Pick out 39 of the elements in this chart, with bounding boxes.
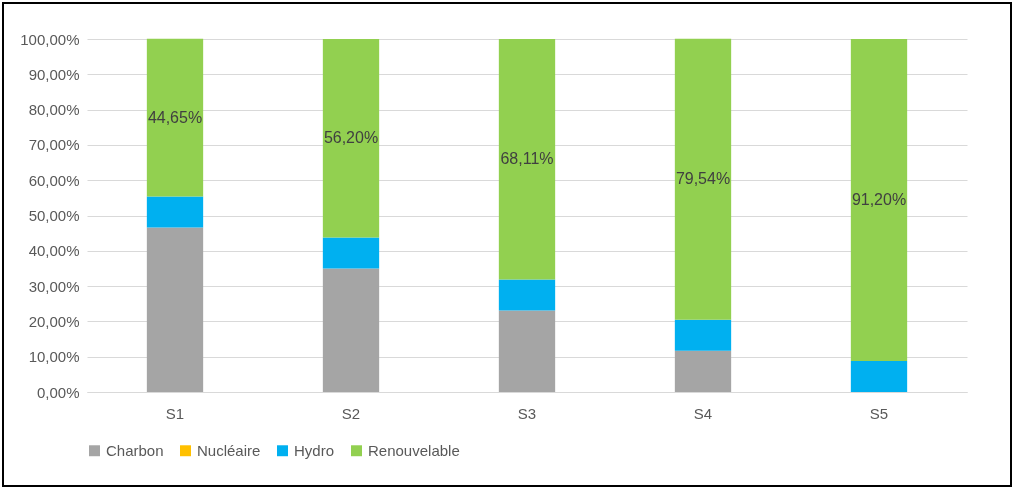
bar <box>146 38 204 197</box>
bar <box>498 38 556 280</box>
legend-label: Charbon <box>106 441 164 459</box>
y-tick-label: 20,00% <box>28 312 80 330</box>
bar <box>322 39 380 238</box>
bar <box>674 319 732 351</box>
data-label: 44,65% <box>147 108 203 126</box>
y-tick-label: 40,00% <box>28 242 80 260</box>
bar <box>674 350 732 392</box>
legend-label: Renouvelable <box>368 441 460 459</box>
data-label: 91,20% <box>851 190 907 208</box>
bar <box>322 268 380 392</box>
bar <box>674 38 732 320</box>
x-tick-label: S3 <box>517 404 537 422</box>
bar <box>498 310 556 392</box>
y-tick-label: 30,00% <box>28 277 80 295</box>
y-tick-label: 50,00% <box>28 207 80 224</box>
y-tick-label: 60,00% <box>28 171 80 189</box>
data-label: 68,11% <box>500 150 554 168</box>
y-tick-label: 10,00% <box>28 348 80 366</box>
data-label: 79,54% <box>675 170 731 188</box>
bar <box>850 360 908 392</box>
y-tick-label: 90,00% <box>28 65 80 83</box>
bar <box>322 237 380 269</box>
x-tick-label: S5 <box>869 404 889 422</box>
y-tick-label: 70,00% <box>28 136 80 154</box>
bar <box>146 196 204 228</box>
x-tick-label: S2 <box>341 404 361 422</box>
bar <box>146 227 204 392</box>
legend-label: Hydro <box>294 441 335 459</box>
bar <box>498 279 556 311</box>
x-tick-label: S4 <box>693 404 713 422</box>
y-tick-label: 100,00% <box>20 30 80 48</box>
data-label: 56,20% <box>323 129 379 147</box>
bar <box>850 39 908 361</box>
y-tick-label: 80,00% <box>28 101 80 119</box>
x-tick-label: S1 <box>165 404 185 422</box>
legend-label: Nucléaire <box>197 441 261 459</box>
y-tick-label: 0,00% <box>36 383 80 401</box>
